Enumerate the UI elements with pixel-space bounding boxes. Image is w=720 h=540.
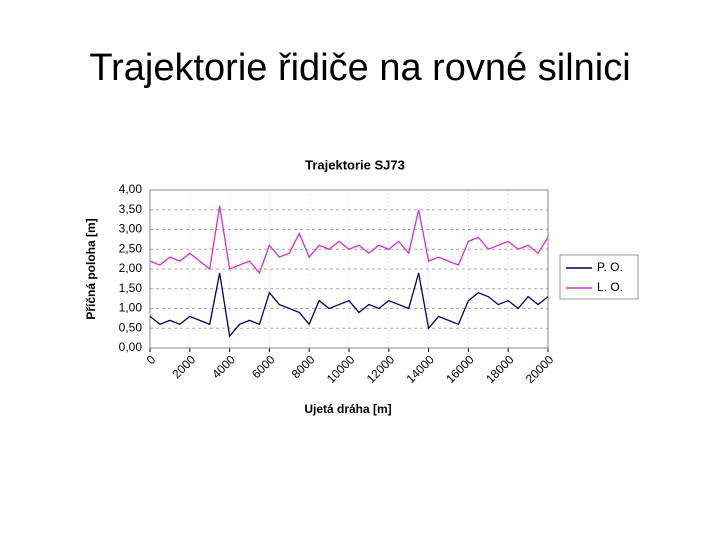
- chart-title: Trajektorie SJ73: [305, 157, 405, 172]
- x-tick-label: 2000: [169, 352, 198, 381]
- legend-label: L. O.: [597, 280, 623, 294]
- x-tick-label: 8000: [289, 352, 318, 381]
- x-tick-label: 18000: [483, 352, 517, 386]
- x-tick-label: 4000: [209, 352, 238, 381]
- y-tick-label: 3,50: [119, 202, 143, 216]
- y-tick-label: 0,00: [119, 340, 143, 354]
- y-tick-label: 1,50: [119, 281, 143, 295]
- y-axis-label: Příčná poloha [m]: [84, 218, 98, 319]
- x-tick-label: 0: [144, 352, 159, 367]
- y-tick-label: 2,50: [119, 241, 143, 255]
- series-line: [149, 205, 549, 275]
- legend-label: P. O.: [597, 260, 623, 274]
- legend-box: [559, 254, 639, 300]
- x-tick-label: 14000: [403, 352, 437, 386]
- x-tick-label: 16000: [443, 352, 477, 386]
- plot-area: [149, 189, 549, 349]
- slide-title: Trajektorie řidiče na rovné silnici: [89, 47, 630, 89]
- x-tick-label: 6000: [249, 352, 278, 381]
- y-tick-label: 0,50: [119, 320, 143, 334]
- x-tick-label: 12000: [364, 352, 398, 386]
- x-tick-label: 10000: [324, 352, 358, 386]
- x-tick-label: 20000: [523, 352, 557, 386]
- series-line: [149, 272, 549, 338]
- x-axis-label: Ujetá dráha [m]: [304, 402, 391, 416]
- y-tick-label: 1,00: [119, 301, 143, 315]
- y-tick-label: 3,00: [119, 222, 143, 236]
- y-tick-label: 4,00: [119, 182, 143, 196]
- y-tick-label: 2,00: [119, 261, 143, 275]
